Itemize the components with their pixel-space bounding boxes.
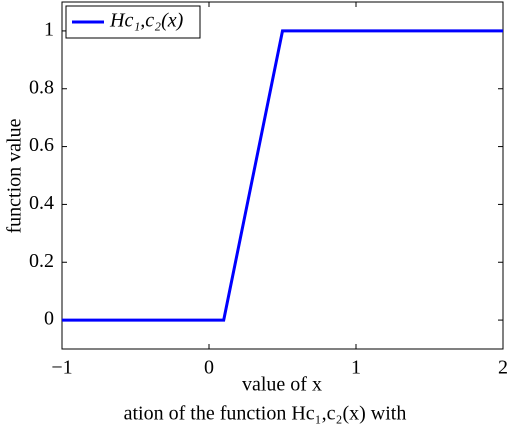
x-tick-label: 0 [204, 357, 214, 379]
legend-label: Hc₁,c₂(x) [109, 10, 184, 32]
x-tick-label: 2 [498, 357, 508, 379]
y-tick-label: 0.2 [29, 250, 54, 272]
y-tick-label: 0.8 [29, 76, 54, 98]
y-tick-label: 0.4 [29, 192, 54, 214]
plot-frame [61, 1, 504, 350]
y-tick-label: 0 [44, 308, 54, 330]
x-tick-label: 1 [351, 357, 361, 379]
y-axis-label: function value [4, 118, 26, 233]
caption: ation of the function Hc₁,c₂(x) with [124, 403, 407, 425]
y-tick-label: 0.6 [29, 134, 54, 156]
y-tick-label: 1 [44, 19, 54, 41]
x-tick-label: −1 [51, 357, 72, 379]
data-line [62, 29, 503, 322]
x-axis-label: value of x [242, 374, 322, 396]
